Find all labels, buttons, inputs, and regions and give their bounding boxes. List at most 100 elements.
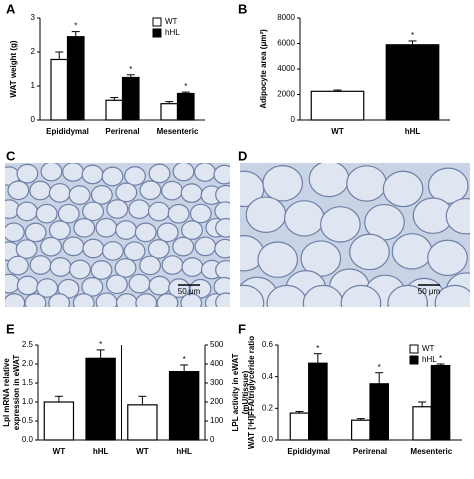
tick-label: 300 xyxy=(210,378,224,387)
significance: * xyxy=(99,340,102,349)
adipocyte xyxy=(57,203,80,224)
tick-label: 400 xyxy=(210,359,224,368)
adipocyte xyxy=(308,163,350,198)
adipocyte xyxy=(240,284,265,307)
adipocyte xyxy=(139,180,162,201)
adipocyte xyxy=(240,235,265,272)
adipocyte xyxy=(262,165,304,202)
adipocyte xyxy=(215,260,230,280)
adipocyte xyxy=(16,201,38,222)
adipocyte xyxy=(340,284,382,307)
adipocyte xyxy=(16,163,39,184)
adipocyte xyxy=(215,218,230,238)
adipocyte xyxy=(48,183,71,203)
legend-label: WT xyxy=(165,17,178,26)
tick-label: 2.5 xyxy=(22,340,34,349)
adipocyte xyxy=(16,275,39,296)
adipocyte xyxy=(36,278,59,298)
legend-swatch xyxy=(409,355,419,365)
adipocyte xyxy=(73,218,96,238)
tick-label: 8000 xyxy=(277,13,295,22)
bar xyxy=(105,99,124,121)
adipocyte xyxy=(382,170,424,208)
legend-label: WT xyxy=(422,344,435,353)
adipocyte xyxy=(7,255,29,276)
adipocyte xyxy=(90,184,113,205)
x-tick-label: WT xyxy=(136,447,149,456)
bar xyxy=(176,92,195,121)
adipocyte xyxy=(434,284,470,307)
significance: * xyxy=(316,344,319,353)
tick-label: 0.4 xyxy=(262,372,274,381)
x-tick-label: Mesenteric xyxy=(410,447,452,456)
bar xyxy=(43,401,75,441)
adipocyte xyxy=(82,238,105,259)
adipocyte xyxy=(124,166,146,186)
axis-title: expression in eWAT xyxy=(12,355,21,431)
adipocyte xyxy=(115,182,138,203)
bar xyxy=(310,90,365,121)
adipocyte xyxy=(349,233,390,271)
tick-label: 1.5 xyxy=(22,378,34,387)
tick-label: 100 xyxy=(210,416,224,425)
bar xyxy=(385,44,440,121)
axis-title: LPL activity in eWAT xyxy=(231,353,240,431)
adipocyte xyxy=(24,222,47,243)
adipocyte xyxy=(148,275,171,296)
bar xyxy=(412,406,432,441)
significance: * xyxy=(411,31,414,40)
tick-label: 1 xyxy=(31,81,36,90)
adipocyte xyxy=(29,255,52,275)
panel-label: C xyxy=(6,148,16,163)
panel-label: D xyxy=(238,148,247,163)
axis-title: WAT weight (g) xyxy=(9,40,18,98)
adipocyte xyxy=(346,165,387,202)
tick-label: 0 xyxy=(210,435,215,444)
significance: * xyxy=(378,363,381,372)
bar xyxy=(369,383,389,441)
adipocyte xyxy=(24,293,47,307)
adipocyte xyxy=(35,203,58,224)
tick-label: 4000 xyxy=(277,64,295,73)
adipocyte xyxy=(95,292,118,307)
x-tick-label: hHL xyxy=(405,127,421,136)
panel-label: F xyxy=(238,321,246,336)
tick-label: 200 xyxy=(210,397,224,406)
adipocyte xyxy=(115,293,138,307)
adipocyte xyxy=(320,206,361,243)
significance: * xyxy=(183,355,186,364)
adipocyte xyxy=(180,183,203,203)
adipocyte xyxy=(189,203,212,224)
x-tick-label: WT xyxy=(53,447,66,456)
adipocyte xyxy=(69,259,91,280)
adipocyte xyxy=(257,241,299,278)
adipocyte xyxy=(123,241,146,262)
legend-label: hHL xyxy=(422,355,437,364)
tick-label: 0 xyxy=(291,115,296,124)
adipocyte xyxy=(5,273,20,294)
tick-label: 0.0 xyxy=(22,435,34,444)
legend-swatch xyxy=(152,28,162,38)
adipocyte xyxy=(106,199,129,219)
adipocyte xyxy=(40,236,63,257)
adipocyte xyxy=(167,203,190,224)
adipocyte xyxy=(284,200,325,237)
adipocyte xyxy=(81,164,104,185)
adipocyte xyxy=(49,257,72,277)
bar xyxy=(66,36,85,121)
tick-label: 2.0 xyxy=(22,359,34,368)
x-tick-label: hHL xyxy=(176,447,192,456)
adipocyte xyxy=(245,196,287,233)
adipocyte xyxy=(213,164,230,185)
adipocyte xyxy=(215,292,230,307)
adipocyte xyxy=(266,284,308,307)
adipocyte xyxy=(147,239,170,259)
adipocyte xyxy=(101,241,124,261)
panel-label: B xyxy=(238,1,247,16)
tick-label: 0.0 xyxy=(262,435,274,444)
adipocyte xyxy=(161,180,184,201)
adipocyte xyxy=(105,274,128,295)
scale-bar-label: 50 μm xyxy=(418,287,441,296)
adipocyte xyxy=(81,277,104,297)
